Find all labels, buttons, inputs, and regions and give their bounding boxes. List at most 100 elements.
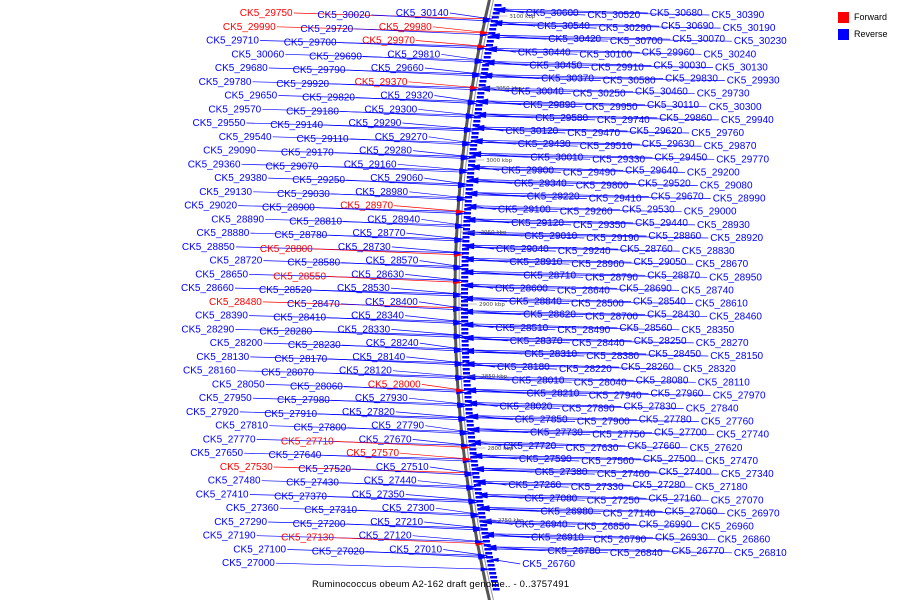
gene-label[interactable]: CK5_29910 [591, 63, 644, 74]
gene-label[interactable]: CK5_28480 [209, 297, 262, 308]
gene-label[interactable]: CK5_27200 [293, 519, 346, 530]
gene-label[interactable]: CK5_28130 [196, 352, 249, 363]
gene-label[interactable]: CK5_28220 [559, 364, 612, 375]
gene-label[interactable]: CK5_27020 [312, 547, 365, 558]
gene-label[interactable]: CK5_27510 [376, 462, 429, 473]
gene-label[interactable]: CK5_29440 [635, 218, 688, 229]
gene-label[interactable]: CK5_28650 [195, 269, 248, 280]
gene-label[interactable]: CK5_27660 [627, 441, 680, 452]
gene-label[interactable]: CK5_30140 [396, 8, 449, 19]
gene-label[interactable]: CK5_30250 [573, 89, 626, 100]
gene-label[interactable]: CK5_29250 [292, 175, 345, 186]
gene-label[interactable]: CK5_29050 [634, 257, 687, 268]
gene-label[interactable]: CK5_29120 [511, 218, 564, 229]
gene-label[interactable]: CK5_26990 [639, 520, 692, 531]
gene-label[interactable]: CK5_30580 [603, 76, 656, 87]
gene-label[interactable]: CK5_30230 [734, 36, 787, 47]
gene-label[interactable]: CK5_30420 [548, 34, 601, 45]
gene-label[interactable]: CK5_28450 [648, 349, 701, 360]
gene-label[interactable]: CK5_27000 [222, 558, 275, 569]
gene-label[interactable]: CK5_28110 [698, 377, 751, 388]
gene-label[interactable]: CK5_29290 [349, 118, 402, 129]
gene-label[interactable]: CK5_27630 [566, 443, 619, 454]
gene-label[interactable]: CK5_28660 [181, 283, 234, 294]
gene-label[interactable]: CK5_29220 [527, 192, 580, 203]
gene-label[interactable]: CK5_29970 [362, 36, 415, 47]
gene-label[interactable]: CK5_29900 [501, 165, 554, 176]
gene-label[interactable]: CK5_28080 [636, 375, 689, 386]
gene-label[interactable]: CK5_27620 [690, 443, 743, 454]
gene-label[interactable]: CK5_30130 [715, 63, 768, 74]
gene-label[interactable]: CK5_28780 [274, 230, 327, 241]
gene-label[interactable]: CK5_29930 [727, 76, 780, 87]
gene-label[interactable]: CK5_29200 [687, 167, 740, 178]
gene-label[interactable]: CK5_26780 [548, 546, 601, 557]
gene-label[interactable]: CK5_26960 [701, 522, 754, 533]
gene-label[interactable]: CK5_28920 [710, 233, 763, 244]
gene-label[interactable]: CK5_29130 [199, 187, 252, 198]
gene-label[interactable]: CK5_27410 [196, 490, 249, 501]
gene-label[interactable]: CK5_29060 [370, 173, 423, 184]
gene-label[interactable]: CK5_29580 [535, 113, 588, 124]
gene-label[interactable]: CK5_28280 [259, 326, 312, 337]
gene-label[interactable]: CK5_28200 [210, 338, 263, 349]
gene-label[interactable]: CK5_28620 [523, 310, 576, 321]
gene-label[interactable]: CK5_29430 [518, 139, 571, 150]
gene-label[interactable]: CK5_30120 [505, 126, 558, 137]
gene-label[interactable]: CK5_26850 [577, 522, 630, 533]
gene-label[interactable]: CK5_28440 [572, 338, 625, 349]
gene-label[interactable]: CK5_28800 [260, 244, 313, 255]
gene-label[interactable]: CK5_28710 [523, 270, 576, 281]
gene-label[interactable]: CK5_27470 [705, 456, 758, 467]
gene-label[interactable]: CK5_29090 [203, 146, 256, 157]
gene-label[interactable]: CK5_29140 [270, 120, 323, 131]
gene-label[interactable]: CK5_28540 [633, 297, 686, 308]
gene-label[interactable]: CK5_29740 [597, 115, 650, 126]
gene-label[interactable]: CK5_29510 [580, 141, 633, 152]
gene-label[interactable]: CK5_28730 [338, 242, 391, 253]
gene-label[interactable]: CK5_29820 [302, 93, 355, 104]
gene-label[interactable]: CK5_28520 [259, 285, 312, 296]
gene-label[interactable]: CK5_29960 [642, 47, 695, 58]
gene-label[interactable]: CK5_26760 [522, 559, 575, 570]
gene-label[interactable]: CK5_28120 [339, 366, 392, 377]
gene-label[interactable]: CK5_28990 [713, 194, 766, 205]
gene-label[interactable]: CK5_28910 [510, 257, 563, 268]
gene-label[interactable]: CK5_30010 [530, 152, 583, 163]
gene-label[interactable]: CK5_26810 [734, 548, 787, 559]
gene-label[interactable]: CK5_29450 [654, 152, 707, 163]
gene-label[interactable]: CK5_28040 [574, 377, 627, 388]
gene-label[interactable]: CK5_28850 [182, 242, 235, 253]
gene-label[interactable]: CK5_26980 [541, 506, 594, 517]
gene-label[interactable]: CK5_28060 [290, 381, 343, 392]
gene-label[interactable]: CK5_29110 [297, 134, 350, 145]
gene-label[interactable]: CK5_27920 [186, 407, 239, 418]
gene-label[interactable]: CK5_30190 [723, 23, 776, 34]
gene-label[interactable]: CK5_27520 [298, 464, 351, 475]
gene-label[interactable]: CK5_27070 [711, 495, 764, 506]
gene-label[interactable]: CK5_28310 [524, 349, 577, 360]
gene-label[interactable]: CK5_30020 [317, 10, 370, 21]
gene-label[interactable]: CK5_30100 [579, 49, 632, 60]
gene-label[interactable]: CK5_28160 [183, 366, 236, 377]
gene-label[interactable]: CK5_27380 [535, 467, 588, 478]
gene-label[interactable]: CK5_29640 [625, 165, 678, 176]
gene-label[interactable]: CK5_29990 [223, 22, 276, 33]
gene-label[interactable]: CK5_29760 [691, 128, 744, 139]
gene-label[interactable]: CK5_27160 [648, 493, 701, 504]
gene-label[interactable]: CK5_27720 [503, 441, 556, 452]
gene-label[interactable]: CK5_29190 [586, 233, 639, 244]
gene-label[interactable]: CK5_29770 [716, 154, 769, 165]
gene-label[interactable]: CK5_27060 [665, 506, 718, 517]
gene-label[interactable]: CK5_29570 [208, 104, 261, 115]
gene-label[interactable]: CK5_29980 [379, 22, 432, 33]
gene-label[interactable]: CK5_29550 [193, 118, 246, 129]
gene-label[interactable]: CK5_26770 [672, 546, 725, 557]
gene-label[interactable]: CK5_30450 [529, 61, 582, 72]
gene-label[interactable]: CK5_28960 [571, 259, 624, 270]
gene-label[interactable]: CK5_28610 [695, 299, 748, 310]
gene-label[interactable]: CK5_27340 [721, 469, 774, 480]
gene-label[interactable]: CK5_27130 [281, 533, 334, 544]
gene-label[interactable]: CK5_29860 [659, 113, 712, 124]
gene-label[interactable]: CK5_27080 [524, 493, 577, 504]
